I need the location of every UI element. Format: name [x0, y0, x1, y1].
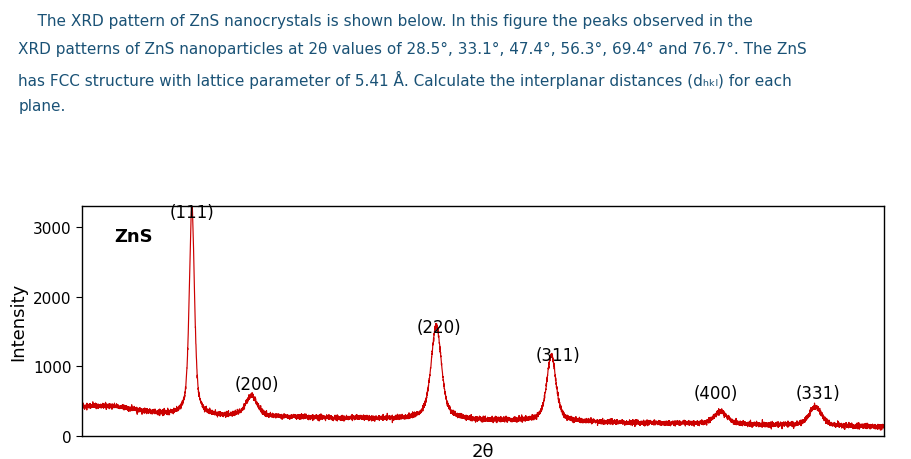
Text: (111): (111) [169, 204, 214, 222]
X-axis label: 2θ: 2θ [472, 442, 494, 459]
Y-axis label: Intensity: Intensity [9, 282, 27, 360]
Text: (331): (331) [795, 384, 840, 402]
Text: (220): (220) [416, 319, 461, 336]
Text: XRD patterns of ZnS nanoparticles at 2θ values of 28.5°, 33.1°, 47.4°, 56.3°, 69: XRD patterns of ZnS nanoparticles at 2θ … [18, 42, 807, 57]
Text: (200): (200) [234, 375, 279, 393]
Text: has FCC structure with lattice parameter of 5.41 Å. Calculate the interplanar di: has FCC structure with lattice parameter… [18, 71, 792, 89]
Text: (311): (311) [536, 347, 580, 364]
Text: ZnS: ZnS [114, 227, 153, 246]
Text: The XRD pattern of ZnS nanocrystals is shown below. In this figure the peaks obs: The XRD pattern of ZnS nanocrystals is s… [18, 14, 753, 29]
Text: plane.: plane. [18, 99, 66, 114]
Text: (400): (400) [693, 384, 738, 402]
